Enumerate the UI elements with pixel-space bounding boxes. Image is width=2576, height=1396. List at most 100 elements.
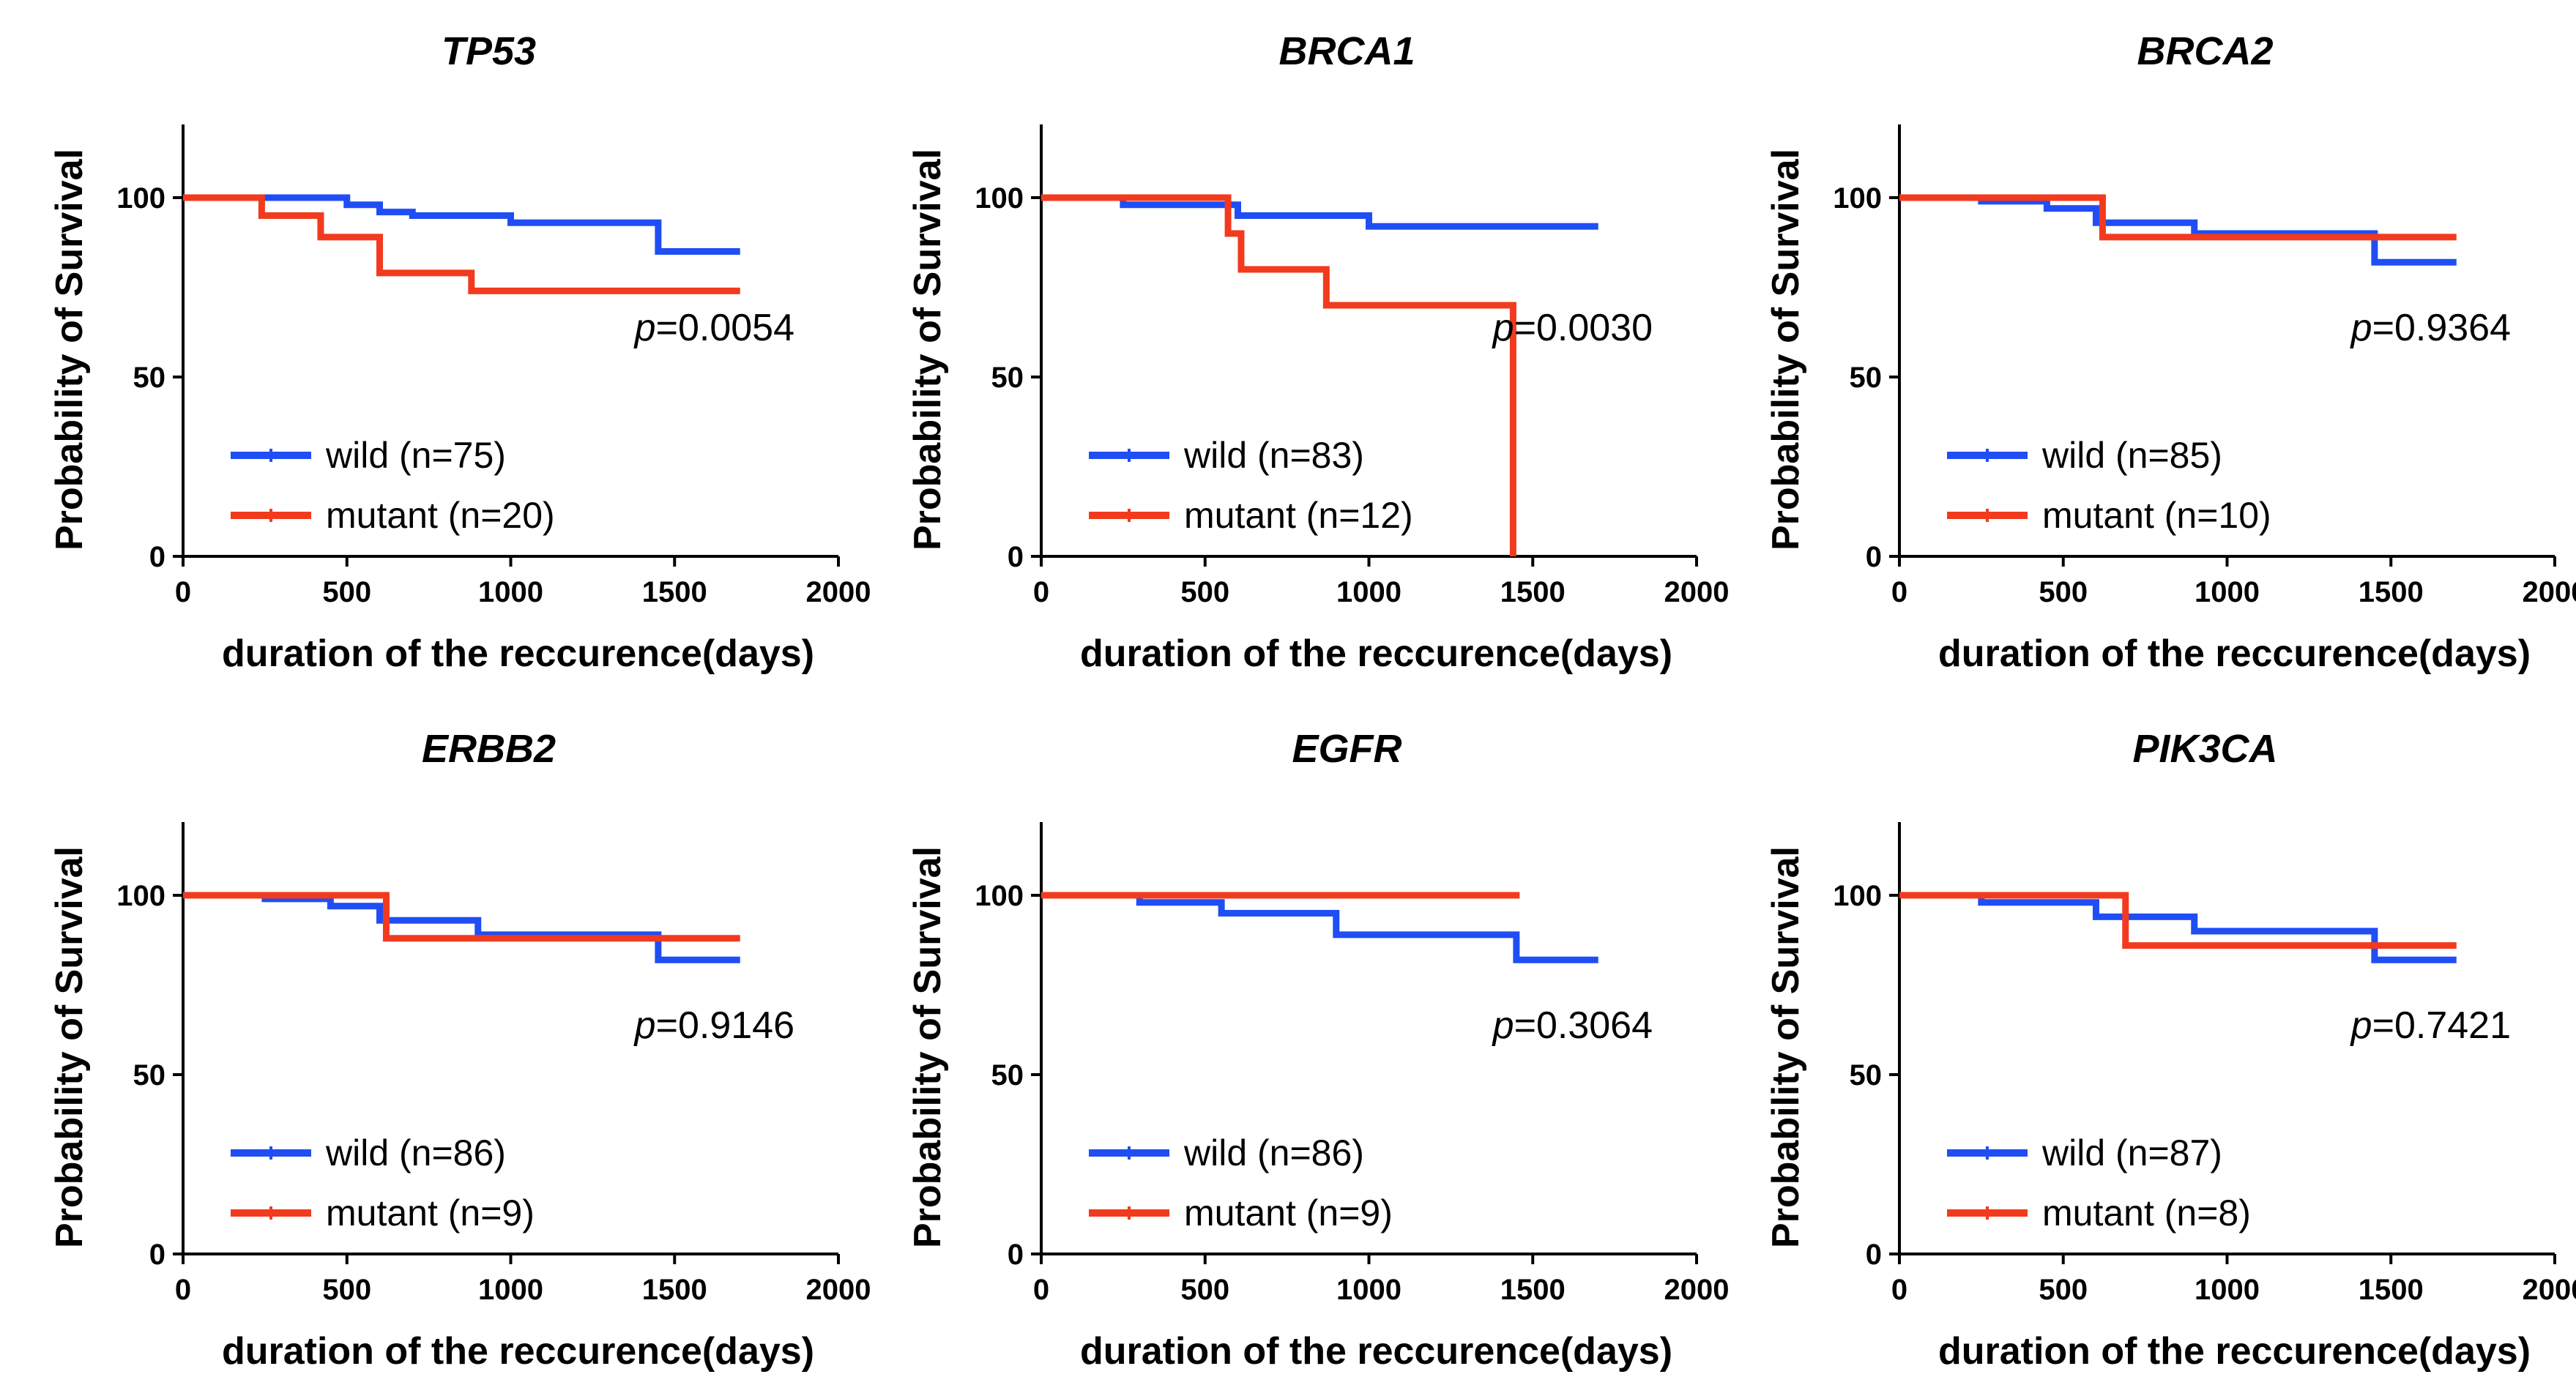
y-tick-label: 100	[116, 182, 165, 214]
y-tick-label: 0	[149, 541, 165, 573]
survival-curve	[183, 892, 740, 942]
km-panel: TP53 0 500 1000 1500 2000 0 50 100 duration of th…	[0, 0, 871, 698]
y-tick-label: 100	[975, 182, 1024, 214]
x-tick-label: 500	[322, 1274, 371, 1306]
x-tick-label: 0	[1891, 576, 1907, 608]
x-axis-label: duration of the reccurence(days)	[1938, 1330, 2531, 1373]
y-axis-label: Probability of Survival	[1765, 846, 1807, 1248]
x-tick-label: 2000	[1664, 576, 1730, 608]
survival-curve	[183, 194, 740, 294]
legend-label: wild (n=75)	[325, 435, 506, 476]
y-tick-label: 0	[1866, 1239, 1882, 1271]
x-tick-label: 0	[1033, 576, 1049, 608]
x-tick-label: 1000	[2195, 1274, 2260, 1306]
x-tick-label: 500	[2039, 576, 2088, 608]
y-tick-label: 100	[1833, 880, 1882, 912]
y-tick-label: 0	[149, 1239, 165, 1271]
p-value-annotation: p=0.3064	[1492, 1004, 1653, 1047]
p-value-annotation: p=0.7421	[2350, 1004, 2511, 1047]
p-symbol: p	[2350, 307, 2372, 349]
x-tick-label: 500	[1180, 1274, 1229, 1306]
y-axis-label: Probability of Survival	[907, 149, 949, 550]
x-tick-label: 1500	[2359, 1274, 2424, 1306]
survival-curve	[1899, 194, 2457, 241]
km-panel: BRCA2 0 500 1000 1500 2000 0 50 100 duration of t…	[1716, 0, 2576, 698]
y-tick-label: 100	[1833, 182, 1882, 214]
km-panel: PIK3CA 0 500 1000 1500 2000 0 50 100 duration of …	[1716, 698, 2576, 1395]
x-tick-label: 1000	[478, 1274, 543, 1306]
legend-label: wild (n=85)	[2041, 435, 2222, 476]
x-tick-label: 1500	[642, 576, 707, 608]
km-panel: BRCA1 0 500 1000 1500 2000 0 50 100 duration of t…	[858, 0, 1729, 698]
x-tick-label: 1000	[478, 576, 543, 608]
x-axis-label: duration of the reccurence(days)	[222, 1330, 814, 1373]
p-value-annotation: p=0.9364	[2350, 307, 2511, 349]
p-symbol: p	[1492, 307, 1514, 349]
survival-curve	[183, 194, 740, 255]
x-tick-label: 0	[1891, 1274, 1907, 1306]
km-panel: ERBB2 0 500 1000 1500 2000 0 50 100 duration of t…	[0, 698, 871, 1395]
survival-curve	[1899, 194, 2457, 266]
x-tick-label: 2000	[2523, 576, 2576, 608]
p-symbol: p	[2350, 1004, 2372, 1047]
p-symbol: p	[1492, 1004, 1514, 1047]
survival-curve	[1041, 194, 1598, 230]
legend-label: wild (n=86)	[325, 1132, 506, 1173]
gene-title: PIK3CA	[2132, 727, 2277, 771]
y-axis-label: Probability of Survival	[48, 846, 91, 1248]
gene-title: EGFR	[1292, 727, 1401, 771]
km-chart-svg: BRCA1 0 500 1000 1500 2000 0 50 100 duration of t…	[907, 29, 1729, 675]
survival-curve	[1041, 892, 1598, 963]
legend-label: mutant (n=10)	[2042, 495, 2271, 536]
km-chart-svg: TP53 0 500 1000 1500 2000 0 50 100 duration of th…	[48, 29, 871, 675]
gene-title: TP53	[442, 29, 536, 73]
y-tick-label: 50	[991, 362, 1024, 394]
y-axis-label: Probability of Survival	[1765, 149, 1807, 550]
gene-title: BRCA2	[2137, 29, 2273, 73]
legend-label: mutant (n=8)	[2042, 1192, 2251, 1233]
y-tick-label: 0	[1008, 541, 1024, 573]
x-axis-label: duration of the reccurence(days)	[1080, 632, 1672, 675]
km-chart-svg: PIK3CA 0 500 1000 1500 2000 0 50 100 duration of …	[1765, 727, 2576, 1373]
x-axis-label: duration of the reccurence(days)	[1938, 632, 2531, 675]
survival-curve	[1041, 194, 1516, 556]
y-axis-label: Probability of Survival	[48, 149, 91, 550]
y-tick-label: 50	[1850, 1059, 1883, 1091]
legend-label: mutant (n=12)	[1184, 495, 1413, 536]
legend-label: mutant (n=9)	[1184, 1192, 1393, 1233]
p-value-annotation: p=0.0030	[1492, 307, 1653, 349]
km-panel: EGFR 0 500 1000 1500 2000 0 50 100 duration of th…	[858, 698, 1729, 1395]
x-tick-label: 1500	[2359, 576, 2424, 608]
x-tick-label: 1000	[1336, 1274, 1401, 1306]
x-axis-label: duration of the reccurence(days)	[1080, 1330, 1672, 1373]
y-tick-label: 100	[116, 880, 165, 912]
y-axis-label: Probability of Survival	[907, 846, 949, 1248]
x-tick-label: 1000	[2195, 576, 2260, 608]
km-chart-svg: ERBB2 0 500 1000 1500 2000 0 50 100 duration of t…	[48, 727, 871, 1373]
y-tick-label: 50	[133, 362, 166, 394]
y-tick-label: 50	[133, 1059, 166, 1091]
y-tick-label: 50	[991, 1059, 1024, 1091]
p-value: =0.9364	[2372, 307, 2511, 349]
x-tick-label: 2000	[806, 1274, 871, 1306]
p-value-annotation: p=0.9146	[633, 1004, 794, 1047]
x-tick-label: 2000	[2523, 1274, 2576, 1306]
p-value: =0.9146	[656, 1004, 794, 1047]
gene-title: BRCA1	[1278, 29, 1415, 73]
y-tick-label: 100	[975, 880, 1024, 912]
p-symbol: p	[633, 1004, 656, 1047]
y-tick-label: 50	[1850, 362, 1883, 394]
x-tick-label: 0	[175, 1274, 191, 1306]
p-value: =0.0030	[1514, 307, 1653, 349]
survival-curve	[1899, 892, 2457, 963]
legend-label: wild (n=83)	[1183, 435, 1364, 476]
x-tick-label: 0	[175, 576, 191, 608]
x-tick-label: 500	[2039, 1274, 2088, 1306]
x-tick-label: 0	[1033, 1274, 1049, 1306]
p-value-annotation: p=0.0054	[633, 307, 794, 349]
km-chart-svg: BRCA2 0 500 1000 1500 2000 0 50 100 duration of t…	[1765, 29, 2576, 675]
x-tick-label: 1000	[1336, 576, 1401, 608]
x-tick-label: 1500	[1500, 576, 1566, 608]
legend-label: wild (n=86)	[1183, 1132, 1364, 1173]
